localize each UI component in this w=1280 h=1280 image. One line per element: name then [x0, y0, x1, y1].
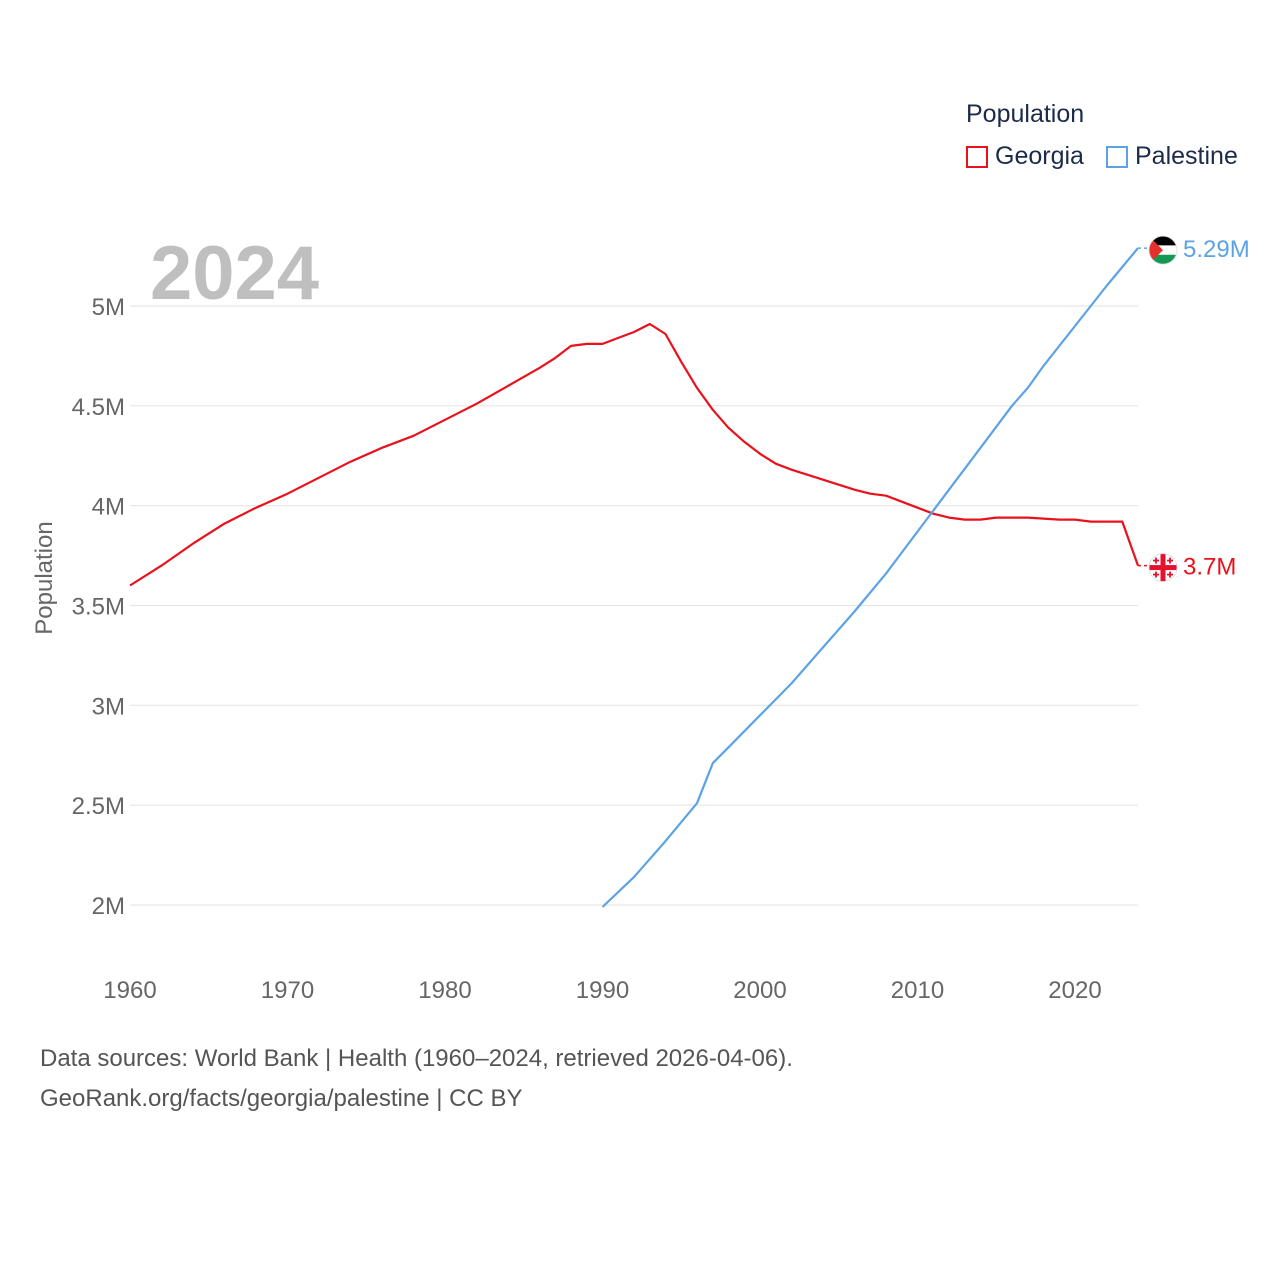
series-line-georgia [129, 322, 1140, 587]
end-marker-palestine: 5.29M [1138, 235, 1250, 265]
x-tick-label: 2020 [1048, 977, 1101, 1004]
y-tick-label: 2.5M [72, 793, 125, 820]
end-value-label-georgia: 3.7M [1183, 554, 1236, 581]
series-lines [129, 247, 1140, 908]
x-axis-ticks: 1960 1970 1980 1990 2000 2010 2020 [103, 977, 1101, 1004]
palestine-flag-icon [1148, 235, 1178, 265]
legend-label-georgia: Georgia [995, 142, 1084, 170]
footer-attribution[interactable]: GeoRank.org/facts/georgia/palestine | CC… [40, 1085, 523, 1112]
y-tick-label: 4M [92, 494, 125, 521]
georgia-flag-icon [1148, 553, 1178, 582]
legend-swatch-georgia [966, 145, 988, 168]
x-tick-label: 1960 [103, 977, 156, 1004]
y-axis-label: Population [31, 521, 58, 634]
grid-lines [130, 305, 1138, 906]
y-tick-label: 3.5M [72, 594, 125, 621]
legend-label-palestine: Palestine [1135, 142, 1238, 170]
x-tick-label: 2000 [733, 977, 786, 1004]
end-value-label-palestine: 5.29M [1183, 236, 1250, 263]
legend-item-georgia[interactable]: Georgia [966, 142, 1084, 171]
x-tick-label: 1970 [261, 977, 314, 1004]
y-tick-label: 4.5M [72, 394, 125, 421]
y-axis-ticks: 2M 2.5M 3M 3.5M 4M 4.5M 5M [72, 294, 125, 920]
series-line-palestine [601, 247, 1139, 908]
year-label: 2024 [150, 231, 319, 316]
footer-sources: Data sources: World Bank | Health (1960–… [40, 1045, 793, 1072]
legend-title: Population [966, 100, 1085, 128]
x-tick-label: 1990 [576, 977, 629, 1004]
x-tick-label: 2010 [891, 977, 944, 1004]
legend-swatch-palestine [1106, 145, 1128, 168]
series-end-markers: 3.7M 5.29M [1138, 235, 1250, 582]
x-tick-label: 1980 [418, 977, 471, 1004]
legend-item-palestine[interactable]: Palestine [1106, 142, 1238, 171]
y-tick-label: 5M [92, 294, 125, 321]
end-marker-georgia: 3.7M [1138, 553, 1236, 582]
y-tick-label: 3M [92, 693, 125, 720]
y-tick-label: 2M [92, 893, 125, 920]
